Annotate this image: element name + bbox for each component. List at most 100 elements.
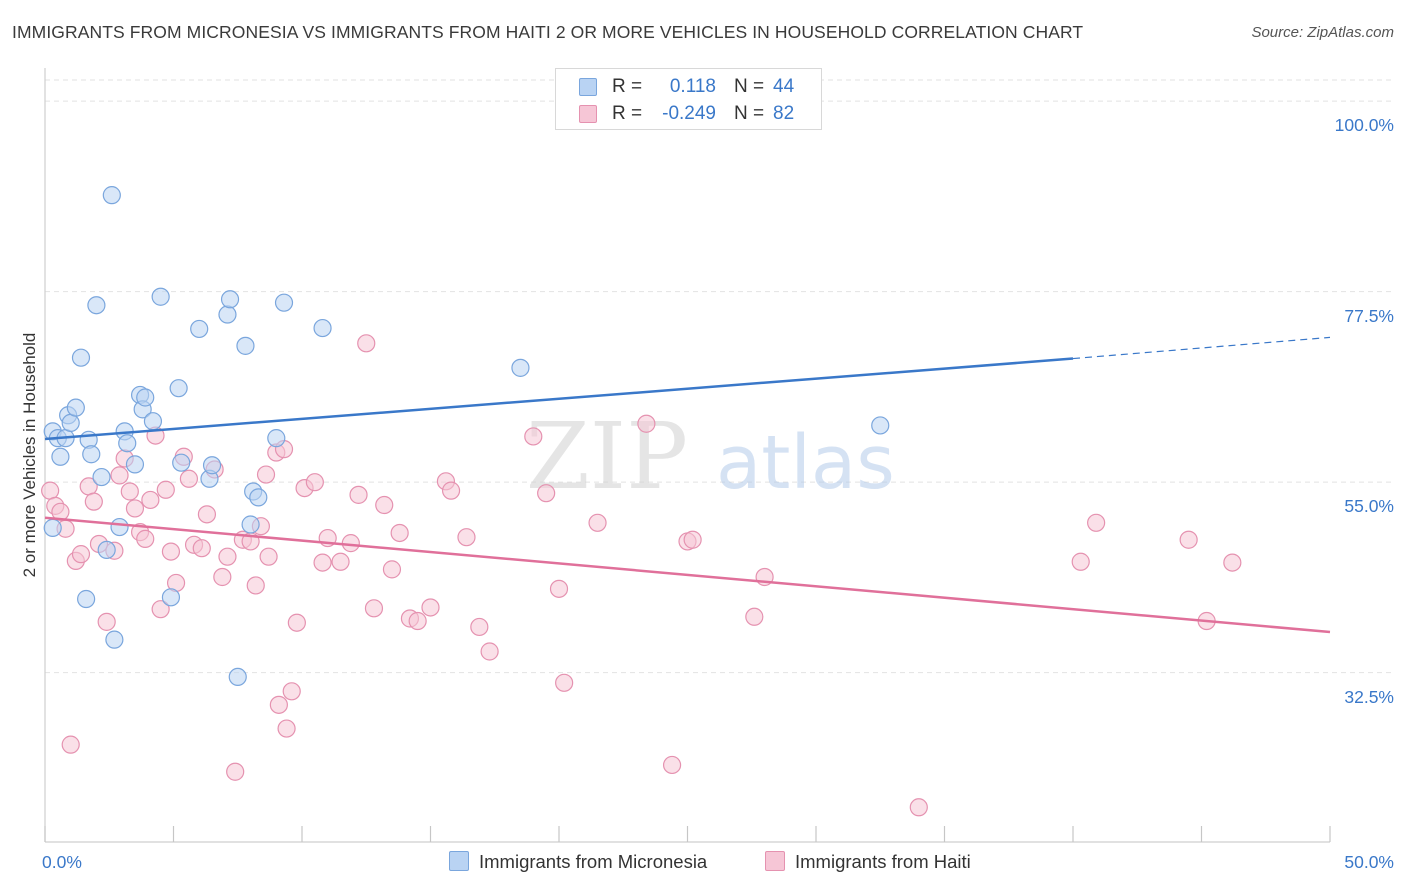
haiti-point bbox=[441, 481, 461, 500]
micronesia-point bbox=[136, 388, 155, 407]
legend-r-label: R = bbox=[612, 103, 643, 124]
haiti-point bbox=[480, 642, 499, 661]
haiti-point bbox=[470, 617, 489, 637]
micronesia-point bbox=[218, 305, 237, 324]
micronesia-point bbox=[241, 515, 260, 534]
haiti-point bbox=[287, 613, 306, 632]
micronesia-point bbox=[236, 336, 255, 355]
micronesia-point bbox=[871, 416, 890, 435]
watermark: ZIP atlas bbox=[526, 403, 895, 510]
haiti-point bbox=[213, 567, 232, 587]
haiti-point bbox=[683, 530, 702, 549]
haiti-point bbox=[457, 528, 476, 547]
haiti-point bbox=[1223, 553, 1242, 572]
stats-legend: R = 0.118 N = 44 R = -0.249 N = 82 bbox=[555, 68, 822, 130]
micronesia-point bbox=[220, 290, 240, 309]
haiti-point bbox=[1179, 530, 1198, 549]
legend-n-label: N = bbox=[734, 103, 765, 124]
haiti-point bbox=[179, 469, 199, 488]
haiti-point bbox=[745, 607, 764, 626]
haiti-point bbox=[1087, 513, 1106, 532]
haiti-point bbox=[120, 482, 139, 501]
haiti-points bbox=[41, 334, 1242, 817]
micronesia-point bbox=[61, 413, 80, 432]
y-tick-label: 100.0% bbox=[1334, 115, 1394, 136]
haiti-point bbox=[1071, 552, 1090, 571]
haiti-point bbox=[269, 695, 288, 714]
legend-n-label: N = bbox=[734, 76, 765, 97]
axes bbox=[44, 68, 1331, 843]
y-tick-label: 32.5% bbox=[1344, 686, 1394, 707]
legend-r-value: -0.249 bbox=[662, 103, 716, 124]
micronesia-point bbox=[228, 667, 247, 687]
micronesia-point bbox=[82, 445, 101, 464]
haiti-point bbox=[282, 682, 301, 701]
haiti-point bbox=[110, 466, 129, 485]
micronesia-point bbox=[169, 379, 188, 398]
micronesia-point bbox=[66, 398, 85, 417]
y-axis-label: 2 or more Vehicles in Household bbox=[20, 332, 39, 578]
haiti-point bbox=[277, 719, 296, 738]
haiti-point bbox=[136, 529, 155, 548]
haiti-point bbox=[375, 495, 394, 515]
micronesia-point bbox=[151, 287, 170, 306]
haiti-point bbox=[364, 599, 384, 618]
micronesia-point bbox=[161, 588, 181, 607]
micronesia-point bbox=[267, 429, 286, 448]
haiti-point bbox=[97, 612, 116, 631]
micronesia-point bbox=[172, 453, 191, 472]
legend-r-label: R = bbox=[612, 76, 643, 97]
haiti-point bbox=[259, 547, 278, 566]
haiti-point bbox=[84, 492, 103, 511]
micronesia-point bbox=[125, 455, 145, 474]
micronesia-point bbox=[71, 348, 91, 367]
y-tick-label: 77.5% bbox=[1344, 305, 1394, 326]
chart-source: Source: ZipAtlas.com bbox=[1251, 24, 1394, 41]
chart-title: IMMIGRANTS FROM MICRONESIA VS IMMIGRANTS… bbox=[12, 22, 1084, 42]
haiti-point bbox=[357, 334, 376, 353]
micronesia-point bbox=[105, 630, 124, 649]
haiti-point bbox=[156, 480, 175, 499]
haiti-point bbox=[197, 505, 217, 524]
haiti-trend-line bbox=[44, 516, 1331, 634]
y-tick-label: 55.0% bbox=[1344, 496, 1394, 517]
x-tick-min: 0.0% bbox=[42, 852, 82, 872]
micronesia-point bbox=[202, 456, 222, 475]
legend-n-value: 44 bbox=[773, 76, 795, 97]
haiti-point bbox=[349, 485, 368, 504]
micronesia-point bbox=[110, 517, 129, 537]
haiti-point bbox=[313, 553, 332, 572]
haiti-point bbox=[125, 499, 145, 518]
legend-swatch-haiti bbox=[579, 105, 597, 123]
series-swatch-haiti bbox=[765, 851, 785, 871]
haiti-point bbox=[141, 490, 160, 510]
haiti-point bbox=[408, 611, 427, 631]
micronesia-trend-line bbox=[44, 357, 1074, 441]
haiti-point bbox=[549, 579, 569, 598]
legend-row-haiti: R = -0.249 N = 82 bbox=[556, 100, 821, 128]
series-label-haiti: Immigrants from Haiti bbox=[795, 851, 971, 872]
haiti-point bbox=[161, 542, 181, 561]
micronesia-point bbox=[118, 434, 137, 453]
legend-row-micronesia: R = 0.118 N = 44 bbox=[556, 73, 821, 101]
haiti-point bbox=[537, 484, 556, 503]
micronesia-trend-extension bbox=[1072, 336, 1331, 360]
micronesia-point bbox=[87, 296, 106, 315]
micronesia-point bbox=[51, 447, 70, 466]
series-legend-micronesia: Immigrants from Micronesia bbox=[449, 851, 707, 873]
micronesia-point bbox=[313, 318, 332, 338]
haiti-point bbox=[662, 755, 682, 775]
haiti-point bbox=[71, 545, 91, 564]
micronesia-point bbox=[249, 488, 268, 507]
micronesia-points bbox=[43, 186, 890, 687]
haiti-point bbox=[341, 534, 360, 553]
haiti-point bbox=[246, 576, 265, 595]
x-tick-max: 50.0% bbox=[1344, 852, 1394, 872]
series-label-micronesia: Immigrants from Micronesia bbox=[479, 851, 708, 872]
micronesia-point bbox=[274, 293, 294, 312]
haiti-point bbox=[331, 552, 350, 571]
micronesia-point bbox=[43, 518, 62, 537]
haiti-point bbox=[256, 465, 276, 484]
haiti-point bbox=[192, 539, 211, 558]
haiti-point bbox=[524, 427, 543, 446]
